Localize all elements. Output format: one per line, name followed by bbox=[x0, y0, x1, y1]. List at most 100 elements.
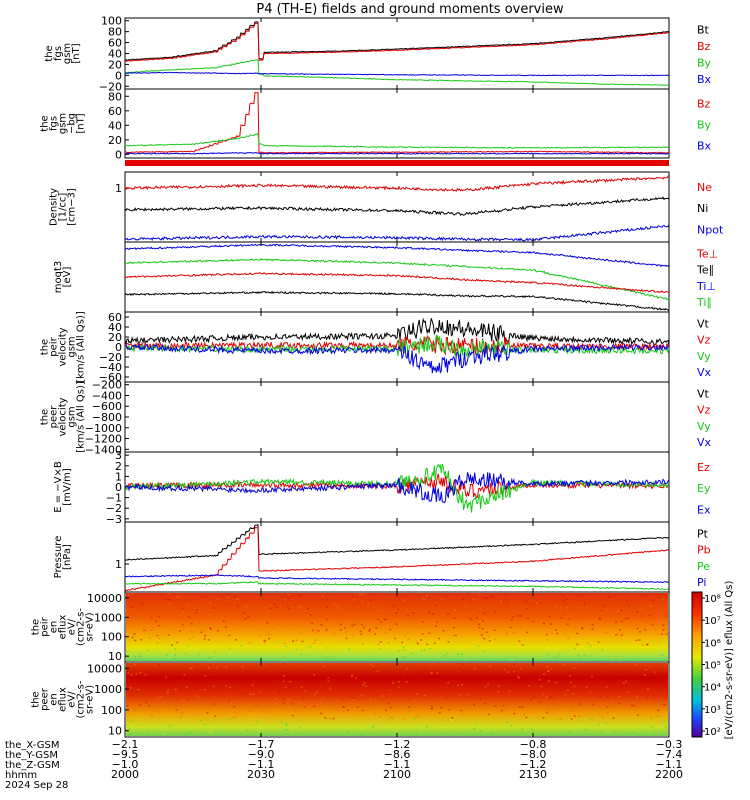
spectrogram-cell bbox=[248, 642, 251, 644]
spectrogram-cell bbox=[421, 621, 424, 623]
y-tick-label: 40 bbox=[108, 48, 122, 61]
spectrogram-cell bbox=[296, 667, 299, 670]
y-axis-label: the bbox=[31, 691, 42, 707]
spectrogram-cell bbox=[487, 713, 490, 716]
spectrogram-cell bbox=[351, 634, 354, 636]
spectrogram-cell bbox=[228, 634, 231, 637]
spectrogram-cell bbox=[560, 616, 563, 619]
spectrogram-cell bbox=[190, 622, 193, 625]
spectrogram-cell bbox=[494, 638, 497, 641]
spectrogram-cell bbox=[501, 711, 504, 713]
spectrogram-cell bbox=[484, 685, 487, 688]
spectrogram-cell bbox=[606, 712, 609, 714]
spectrogram-cell bbox=[574, 648, 577, 651]
series-line-Ni bbox=[124, 196, 670, 216]
series-line-By bbox=[124, 133, 670, 149]
spectrogram-cell bbox=[500, 709, 503, 712]
spectrogram-cell bbox=[197, 622, 200, 625]
y-tick-label: 10 bbox=[108, 650, 122, 663]
spectrogram-cell bbox=[259, 691, 262, 694]
spectrogram-cell bbox=[518, 640, 521, 642]
panel-frame bbox=[124, 381, 670, 453]
spectrogram-cell bbox=[636, 627, 639, 630]
spectrogram-cell bbox=[244, 603, 247, 606]
spectrogram-cell bbox=[589, 691, 592, 694]
legend-entry: Bx bbox=[697, 139, 712, 152]
spectrogram-cell bbox=[539, 602, 542, 604]
spectrogram-cell bbox=[406, 668, 409, 670]
spectrogram-cell bbox=[172, 652, 175, 654]
spectrogram-cell bbox=[617, 682, 620, 685]
spectrogram-cell bbox=[291, 703, 294, 705]
spectrogram-cell bbox=[197, 676, 200, 679]
spectrogram-cell bbox=[172, 657, 175, 660]
spectrogram-cell bbox=[369, 663, 372, 665]
spectrogram-cell bbox=[360, 633, 363, 635]
spectrogram-cell bbox=[606, 706, 609, 708]
spectrogram-cell bbox=[241, 665, 244, 668]
y-axis-label: Density bbox=[49, 188, 60, 226]
spectrogram-cell bbox=[490, 595, 493, 598]
spectrogram-cell bbox=[282, 702, 285, 705]
spectrogram-cell bbox=[428, 611, 431, 614]
spectrogram-cell bbox=[330, 701, 333, 704]
spectrogram-cell bbox=[426, 594, 429, 597]
spectrogram-cell bbox=[461, 669, 464, 671]
spectrogram-cell bbox=[482, 620, 485, 622]
spectrogram-cell bbox=[202, 676, 205, 679]
spectrogram-cell bbox=[608, 596, 611, 599]
spectrogram-cell bbox=[393, 604, 396, 607]
axis-row-label: hhmm bbox=[5, 770, 37, 781]
spectrogram-cell bbox=[156, 710, 159, 713]
legend-entry: Vz bbox=[697, 404, 711, 417]
y-axis-label: [nT] bbox=[71, 43, 82, 63]
spectrogram-cell bbox=[403, 649, 406, 651]
spectrogram-cell bbox=[227, 596, 230, 599]
spectrogram-cell bbox=[214, 715, 217, 717]
spectrogram-cell bbox=[166, 691, 169, 694]
spectrogram-cell bbox=[435, 686, 438, 688]
legend-entry: Pe bbox=[697, 560, 710, 573]
spectrogram-cell bbox=[207, 670, 210, 673]
spectrogram-cell bbox=[654, 629, 657, 631]
spectrogram-cell bbox=[315, 629, 318, 631]
spectrogram-cell bbox=[333, 632, 336, 635]
spectrogram-cell bbox=[207, 667, 210, 669]
spectrogram-cell bbox=[137, 665, 140, 668]
y-tick-label: −20 bbox=[99, 351, 122, 364]
spectrogram-cell bbox=[483, 650, 486, 653]
spectrogram-cell bbox=[542, 717, 545, 719]
spectrogram-cell bbox=[343, 706, 346, 708]
spectrogram-cell bbox=[233, 601, 236, 604]
spectrogram-cell bbox=[282, 663, 285, 665]
series-line-Bz bbox=[124, 22, 670, 62]
y-axis-label: E = −V×B bbox=[53, 461, 64, 513]
spectrogram-cell bbox=[362, 643, 365, 645]
spectrogram-cell bbox=[481, 658, 484, 661]
spectrogram-cell bbox=[233, 706, 236, 708]
spectrogram-cell bbox=[131, 593, 134, 595]
spectrogram-cell bbox=[641, 644, 644, 646]
y-tick-label: −400 bbox=[92, 389, 122, 402]
spectrogram-cell bbox=[252, 731, 255, 734]
spectrogram-cell bbox=[181, 607, 184, 610]
spectrogram-cell bbox=[420, 639, 423, 641]
spectrogram-cell bbox=[168, 602, 171, 605]
y-tick-label: 3 bbox=[115, 449, 122, 462]
legend-entry: Ti∥ bbox=[696, 296, 712, 309]
spectrogram-cell bbox=[181, 623, 184, 625]
spectrogram-cell bbox=[248, 686, 251, 688]
spectrogram-cell bbox=[162, 733, 165, 735]
spectrogram-cell bbox=[203, 723, 206, 725]
spectrogram-cell bbox=[544, 670, 547, 673]
series-line-Vt bbox=[124, 317, 670, 346]
spectrogram-cell bbox=[254, 732, 257, 735]
spectrogram-cell bbox=[545, 696, 548, 698]
spectrogram-cell bbox=[442, 630, 445, 632]
spectrogram-cell bbox=[450, 718, 453, 721]
colorbar-tick-label: 10⁴ bbox=[704, 683, 721, 694]
spectrogram-cell bbox=[446, 703, 449, 705]
spectrogram-cell bbox=[294, 604, 297, 606]
axis-row-value: −8.6 bbox=[384, 748, 411, 761]
spectrogram-cell bbox=[519, 625, 522, 628]
